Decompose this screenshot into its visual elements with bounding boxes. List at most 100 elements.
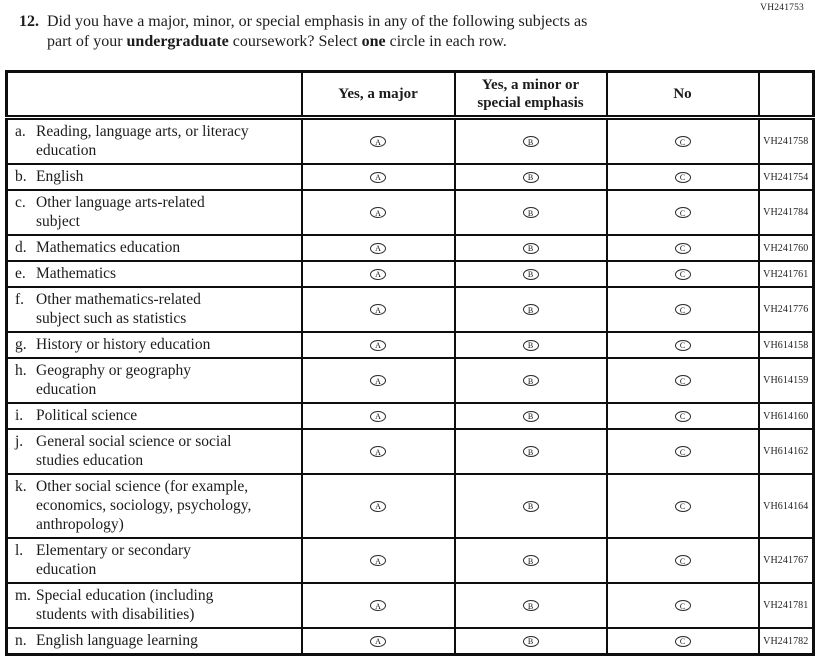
answer-bubble-f-minor[interactable]: B [522,304,539,316]
answer-bubble-i-major[interactable]: A [370,410,386,422]
option-cell-no: C [605,286,760,333]
row-subject-label: English language learning [36,632,198,649]
option-cell-no: C [605,402,760,430]
bubble-letter: C [679,341,686,351]
bubble-letter: C [679,447,686,457]
option-cell-no: C [605,428,760,475]
answer-bubble-a-major[interactable]: A [370,136,386,148]
question-segment: coursework? Select [228,32,362,50]
answer-bubble-i-minor[interactable]: B [522,410,539,422]
answer-bubble-c-minor[interactable]: B [522,207,539,219]
answer-bubble-l-minor[interactable]: B [522,555,539,567]
answer-bubble-j-no[interactable]: C [674,446,691,458]
answer-bubble-k-no[interactable]: C [674,500,691,512]
answer-bubble-g-no[interactable]: C [674,339,691,351]
answer-bubble-e-minor[interactable]: B [522,268,539,280]
answer-bubble-g-minor[interactable]: B [522,339,539,351]
option-cell-minor: B [453,189,608,236]
page-variable-code: VH241753 [760,3,804,13]
row-subject-label: General social science or social studies… [36,433,232,469]
question-emphasis: one [361,32,386,50]
bubble-letter: A [375,637,381,647]
answer-bubble-d-no[interactable]: C [674,242,691,254]
question-block: 12. Did you have a major, minor, or spec… [19,12,739,51]
answer-bubble-k-major[interactable]: A [370,500,386,512]
answer-bubble-e-major[interactable]: A [370,268,386,280]
answer-bubble-a-no[interactable]: C [674,136,691,148]
bubble-letter: B [527,601,534,611]
answer-bubble-h-minor[interactable]: B [522,375,539,387]
answer-bubble-a-minor[interactable]: B [522,136,539,148]
subject-cell: m. Special education (including students … [5,582,303,629]
row-variable-code: VH614162 [757,428,815,475]
subject-cell: b. English [5,163,303,191]
column-header-yes-minor: Yes, a minor or special emphasis [453,70,608,120]
option-cell-minor: B [453,582,608,629]
row-variable-code: VH241776 [757,286,815,333]
option-cell-no: C [605,331,760,359]
answer-bubble-f-major[interactable]: A [370,304,386,316]
subject-cell: d. Mathematics education [5,234,303,262]
response-grid: Yes, a major Yes, a minor or special emp… [5,70,815,656]
answer-bubble-b-no[interactable]: C [674,171,691,183]
answer-bubble-i-no[interactable]: C [674,410,691,422]
option-cell-no: C [605,357,760,404]
bubble-letter: A [375,208,381,218]
subject-cell-content: j. General social science or social studi… [12,432,297,470]
answer-bubble-j-major[interactable]: A [370,446,386,458]
answer-bubble-l-no[interactable]: C [674,555,691,567]
question-text-line: part of your undergraduate coursework? S… [47,32,587,52]
subject-cell-content: k. Other social science (for example, eco… [12,477,297,534]
answer-bubble-f-no[interactable]: C [674,304,691,316]
row-variable-code: VH241767 [757,537,815,584]
answer-bubble-c-major[interactable]: A [370,207,386,219]
subject-cell: e. Mathematics [5,260,303,288]
bubble-letter: B [527,173,534,183]
answer-bubble-m-minor[interactable]: B [522,600,539,612]
table-row-b: b. English A B C VH241754 [5,163,815,191]
bubble-letter: C [679,637,686,647]
answer-bubble-l-major[interactable]: A [370,555,386,567]
answer-bubble-j-minor[interactable]: B [522,446,539,458]
answer-bubble-m-no[interactable]: C [674,600,691,612]
subject-cell-content: a. Reading, language arts, or literacy ed… [12,122,297,160]
answer-bubble-d-major[interactable]: A [370,242,386,254]
answer-bubble-k-minor[interactable]: B [522,500,539,512]
answer-bubble-g-major[interactable]: A [370,339,386,351]
answer-bubble-e-no[interactable]: C [674,268,691,280]
subject-cell-content: l. Elementary or secondary education [12,541,297,579]
answer-bubble-b-major[interactable]: A [370,171,386,183]
answer-bubble-b-minor[interactable]: B [522,171,539,183]
table-row-a: a. Reading, language arts, or literacy ed… [5,116,815,165]
answer-bubble-n-major[interactable]: A [370,635,386,647]
option-cell-minor: B [453,428,608,475]
option-cell-major: A [300,163,456,191]
option-cell-minor: B [453,234,608,262]
row-letter: a. [15,123,26,140]
row-subject-label: Other mathematics-related subject such a… [36,291,201,327]
subject-cell-content: d. Mathematics education [12,238,297,257]
answer-bubble-m-major[interactable]: A [370,600,386,612]
bubble-letter: A [375,447,381,457]
answer-bubble-n-no[interactable]: C [674,635,691,647]
answer-bubble-n-minor[interactable]: B [522,635,539,647]
row-subject-label: Special education (including students wi… [36,587,214,623]
answer-bubble-h-no[interactable]: C [674,375,691,387]
subject-cell: g. History or history education [5,331,303,359]
row-variable-code: VH614160 [757,402,815,430]
bubble-letter: C [679,173,686,183]
row-subject-label: Political science [36,407,138,424]
option-cell-minor: B [453,163,608,191]
answer-bubble-h-major[interactable]: A [370,375,386,387]
option-cell-minor: B [453,537,608,584]
bubble-letter: A [375,305,381,315]
subject-cell-content: i. Political science [12,406,297,425]
bubble-letter: B [527,341,534,351]
answer-bubble-c-no[interactable]: C [674,207,691,219]
row-letter: c. [15,194,26,211]
bubble-letter: A [375,270,381,280]
row-variable-code: VH614159 [757,357,815,404]
bubble-letter: C [679,208,686,218]
table-row-i: i. Political science A B C VH614160 [5,402,815,430]
answer-bubble-d-minor[interactable]: B [522,242,539,254]
